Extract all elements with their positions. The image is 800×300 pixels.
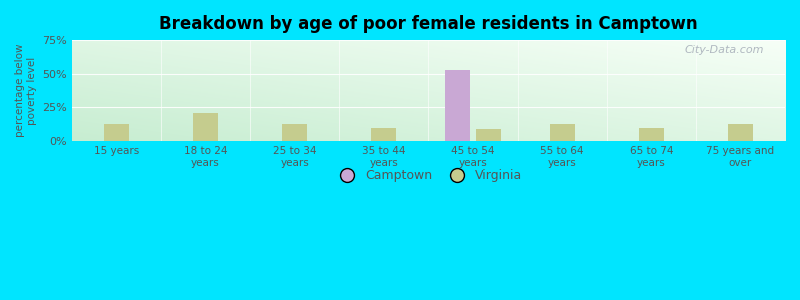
- Bar: [104, 124, 129, 141]
- Bar: [638, 128, 664, 141]
- Title: Breakdown by age of poor female residents in Camptown: Breakdown by age of poor female resident…: [159, 15, 698, 33]
- Legend: Camptown, Virginia: Camptown, Virginia: [330, 164, 527, 188]
- Bar: [282, 124, 307, 141]
- Bar: [193, 113, 218, 141]
- Bar: [371, 128, 396, 141]
- Bar: [446, 70, 470, 141]
- Y-axis label: percentage below
poverty level: percentage below poverty level: [15, 44, 37, 137]
- Bar: [476, 129, 501, 141]
- Bar: [728, 124, 753, 141]
- Bar: [550, 124, 574, 141]
- Text: City-Data.com: City-Data.com: [684, 45, 764, 55]
